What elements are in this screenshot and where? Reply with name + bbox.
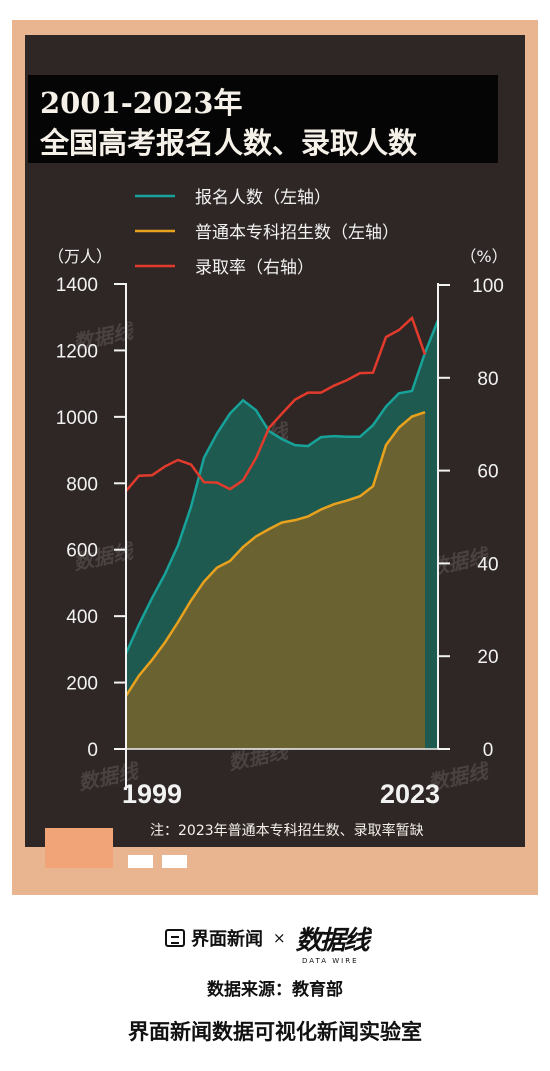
right-tick-label: 40 <box>477 554 498 575</box>
registration-area <box>126 320 438 749</box>
left-tick-label: 600 <box>66 541 98 562</box>
left-tick-label: 200 <box>66 674 98 695</box>
admission-rate-line <box>125 315 427 492</box>
chart-title-line2: 全国高考报名人数、录取人数 <box>40 126 418 160</box>
legend-label: 录取率（右轴） <box>195 258 314 278</box>
registration-line <box>124 319 440 654</box>
enrollment-line <box>124 411 426 697</box>
left-tick-label: 800 <box>66 474 98 495</box>
right-tick-label: 100 <box>472 276 504 297</box>
footer-brand-row: 界面新闻 × 数据线 <box>165 925 370 956</box>
left-axis-unit: （万人） <box>48 247 112 266</box>
datawire-subtitle: DATA WIRE <box>302 957 359 965</box>
chart-svg: 数据线数据线数据线数据线数据线数据线数据线0200400600800100012… <box>45 188 508 868</box>
lab-name: 界面新闻数据可视化新闻实验室 <box>128 1020 422 1044</box>
jiemian-logo-icon <box>165 929 185 947</box>
left-tick-label: 1200 <box>56 341 98 362</box>
right-tick-label: 20 <box>477 647 498 668</box>
legend-label: 报名人数（左轴） <box>195 188 331 208</box>
enrollment-area <box>126 412 425 749</box>
brand-name: 界面新闻 <box>191 929 263 950</box>
chart-title-line1: 2001-2023年 <box>40 86 243 120</box>
datawire-logo: 数据线 <box>295 925 370 956</box>
decor-swatch-white <box>162 855 187 868</box>
x-tick-label-start: 1999 <box>122 779 182 809</box>
left-tick-label: 400 <box>66 607 98 628</box>
decor-swatch-white <box>128 855 153 868</box>
left-tick-label: 0 <box>87 740 98 761</box>
data-source: 数据来源：教育部 <box>207 980 343 1000</box>
title-box <box>28 75 498 163</box>
x-tick-label-end: 2023 <box>380 779 440 809</box>
legend-label: 普通本专科招生数（左轴） <box>195 223 399 243</box>
right-tick-label: 0 <box>483 740 494 761</box>
right-tick-label: 80 <box>477 369 498 390</box>
footnote: 注：2023年普通本专科招生数、录取率暂缺 <box>150 822 424 839</box>
left-tick-label: 1000 <box>56 408 98 429</box>
right-axis-unit: （%） <box>460 247 507 266</box>
left-tick-label: 1400 <box>56 275 98 296</box>
decor-swatch-orange <box>45 828 113 868</box>
right-tick-label: 60 <box>477 462 498 483</box>
times-sign: × <box>273 929 286 947</box>
